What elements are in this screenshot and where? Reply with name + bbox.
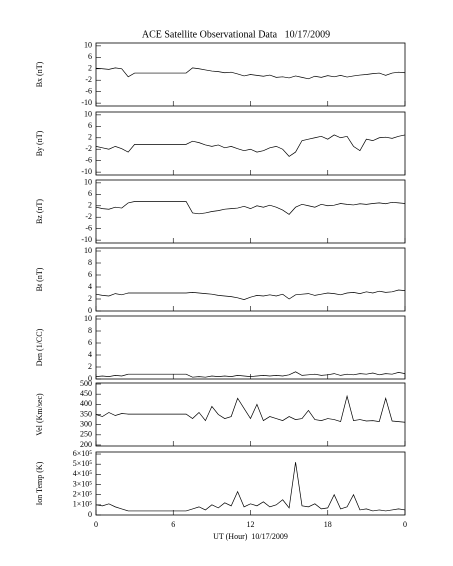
y-tick-label: -6	[85, 224, 92, 233]
y-tick-label: 2	[88, 64, 92, 73]
y-tick-label: 2	[88, 133, 92, 142]
y-tick-label: 6	[88, 189, 92, 198]
chart-title: ACE Satellite Observational Data 10/17/2…	[142, 29, 330, 40]
y-tick-label: 2×10⁵	[73, 490, 93, 499]
data-line	[95, 201, 406, 215]
y-tick-label: 6	[88, 338, 92, 347]
data-line	[95, 67, 406, 80]
y-tick-label: 400	[80, 399, 92, 408]
y-tick-label: 10	[84, 314, 92, 323]
panel-frame	[95, 315, 406, 380]
x-axis-label: UT (Hour) 10/17/2009	[213, 532, 288, 541]
y-tick-label: 200	[80, 440, 92, 449]
y-tick-label: 1×10⁵	[73, 500, 93, 509]
y-tick-label: 5×10⁵	[73, 459, 93, 468]
y-tick-label: 10	[84, 178, 92, 187]
y-tick-label: 6	[88, 52, 92, 61]
data-line	[95, 394, 406, 423]
x-tick-label: 18	[324, 520, 332, 529]
y-tick-label: -6	[85, 156, 92, 165]
y-tick-label: 6	[88, 121, 92, 130]
y-tick-label: 500	[80, 379, 92, 388]
y-axis-label: By (nT)	[35, 130, 44, 156]
y-tick-label: 4×10⁵	[73, 469, 93, 478]
y-tick-label: 10	[84, 41, 92, 50]
data-line	[95, 289, 406, 300]
panel-frame	[95, 451, 406, 516]
y-tick-label: 250	[80, 430, 92, 439]
y-tick-label: 4	[88, 350, 92, 359]
y-axis-label: Bz (nT)	[35, 199, 44, 224]
y-tick-label: 3×10⁵	[73, 479, 93, 488]
y-tick-label: -2	[85, 212, 92, 221]
y-tick-label: 0	[88, 510, 92, 519]
y-tick-label: 10	[84, 110, 92, 119]
y-tick-label: 2	[88, 294, 92, 303]
y-tick-label: 2	[88, 201, 92, 210]
y-tick-label: 450	[80, 389, 92, 398]
y-tick-label: 0	[88, 306, 92, 315]
x-tick-label: 0	[94, 520, 98, 529]
data-line	[95, 134, 406, 157]
y-axis-label: Den (1/CC)	[35, 328, 44, 366]
y-tick-label: 350	[80, 409, 92, 418]
y-axis-label: Bx (nT)	[35, 61, 44, 87]
panel-frame	[95, 179, 406, 244]
y-tick-label: -10	[81, 235, 92, 244]
panel-frame	[95, 382, 406, 447]
y-tick-label: 6×10⁵	[73, 449, 93, 458]
panel-frame	[95, 247, 406, 312]
y-tick-label: 2	[88, 362, 92, 371]
y-axis-label: Vel (Km/sec)	[35, 393, 44, 436]
y-tick-label: -6	[85, 87, 92, 96]
y-tick-label: 10	[84, 246, 92, 255]
y-tick-label: 8	[88, 326, 92, 335]
y-tick-label: 300	[80, 419, 92, 428]
y-tick-label: -2	[85, 75, 92, 84]
data-line	[95, 462, 406, 512]
y-tick-label: -10	[81, 98, 92, 107]
x-tick-label: 12	[247, 520, 255, 529]
y-axis-label: Ion Temp (K)	[35, 461, 44, 505]
y-tick-label: -10	[81, 167, 92, 176]
panel-frame	[95, 111, 406, 176]
y-tick-label: -2	[85, 144, 92, 153]
y-tick-label: 6	[88, 270, 92, 279]
y-axis-label: Bt (nT)	[35, 267, 44, 291]
y-tick-label: 8	[88, 258, 92, 267]
x-tick-label: 0	[403, 520, 407, 529]
x-tick-label: 6	[171, 520, 175, 529]
y-tick-label: 4	[88, 282, 92, 291]
y-tick-label: 0	[88, 374, 92, 383]
data-line	[95, 371, 406, 378]
